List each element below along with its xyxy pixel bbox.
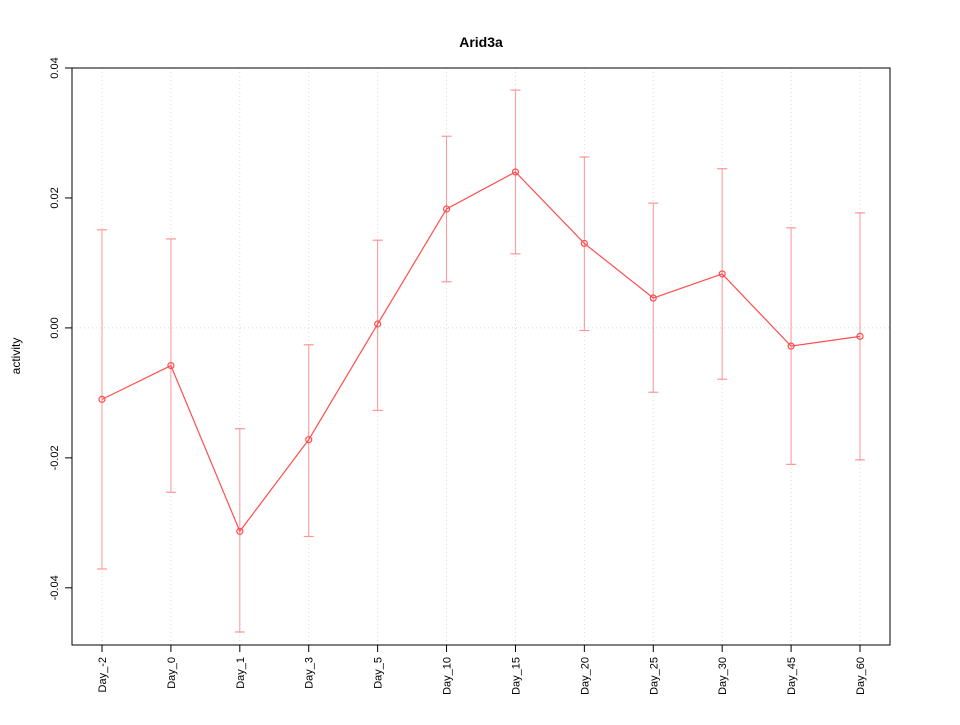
y-tick-label: -0.02 [49,445,61,470]
x-tick-label: Day_25 [648,657,660,695]
data-point [511,168,520,176]
y-tick-label: 0.00 [49,317,61,338]
error-bars [97,89,865,633]
data-point [718,270,726,278]
x-tick-label: Day_3 [304,657,316,689]
axis-layer: -0.04 -0.02 0.00 0.02 0.04 Day_-2 Day_0 Day_1 Da… [49,57,891,695]
y-axis-label: activity [9,338,23,375]
x-tick-label: Day_15 [510,657,522,695]
y-tick-label: 0.04 [49,57,61,78]
series-layer [98,168,864,535]
data-point [236,527,244,535]
series-line [101,171,861,533]
grid-layer [72,68,890,645]
data-point [856,332,864,340]
data-point [580,239,588,248]
data-point [167,361,175,370]
data-point [98,395,106,403]
y-tick-label: 0.02 [49,187,61,208]
x-tick-label: Day_60 [855,657,867,695]
x-tick-label: Day_20 [579,657,591,695]
y-tick-label: -0.04 [49,575,61,600]
x-tick-label: Day_1 [235,657,247,689]
chart-title: Arid3a [459,34,503,50]
data-point [374,320,382,328]
x-tick-label: Day_0 [166,657,178,689]
data-point [442,205,451,213]
x-tick-label: Day_-2 [97,657,109,692]
x-tick-label: Day_45 [786,657,798,695]
x-tick-label: Day_5 [373,657,385,689]
x-tick-label: Day_10 [442,657,454,695]
data-point [787,342,795,350]
plot-border [71,67,891,646]
data-point [305,436,313,444]
x-tick-label: Day_30 [717,657,729,695]
data-point [649,294,657,302]
